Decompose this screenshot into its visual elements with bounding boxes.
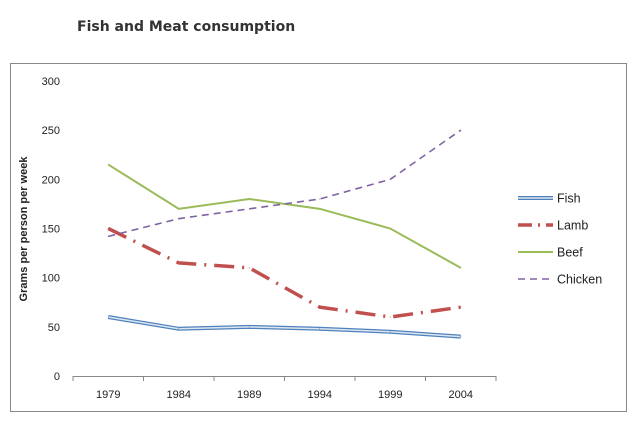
y-tick-label: 0 <box>54 371 60 383</box>
data-point-beef <box>107 164 109 166</box>
data-point-fish <box>248 326 250 328</box>
y-tick-label: 150 <box>42 224 60 236</box>
data-point-lamb <box>107 228 109 229</box>
data-point-fish <box>389 331 391 333</box>
data-point-chicken <box>389 178 391 180</box>
data-point-beef <box>248 198 250 200</box>
data-point-lamb <box>460 306 462 308</box>
series-line-chicken <box>108 129 462 238</box>
series-line-lamb <box>107 226 461 319</box>
legend-label-lamb: Lamb <box>557 219 588 233</box>
legend-label-beef: Beef <box>557 246 583 260</box>
data-point-fish <box>460 336 462 338</box>
y-tick-label: 200 <box>42 174 60 186</box>
x-tick-label: 1994 <box>308 389 332 401</box>
data-point-lamb <box>389 316 391 318</box>
data-point-chicken <box>460 129 462 131</box>
data-point-beef <box>319 208 321 210</box>
y-tick-label: 50 <box>48 322 60 334</box>
data-point-chicken <box>178 218 180 220</box>
data-point-beef <box>178 208 180 210</box>
data-point-fish <box>319 328 321 330</box>
data-point-fish <box>107 316 109 318</box>
data-point-chicken <box>319 198 321 200</box>
chart-frame <box>10 63 627 412</box>
data-point-beef <box>460 267 462 269</box>
legend-label-chicken: Chicken <box>557 273 602 287</box>
x-tick-label: 1979 <box>96 389 120 401</box>
x-tick-label: 1989 <box>237 389 261 401</box>
series-line-beef <box>107 163 462 269</box>
data-point-beef <box>389 228 391 229</box>
y-axis-label: Grams per person per week <box>18 156 30 302</box>
y-tick-label: 300 <box>42 76 60 88</box>
y-tick-label: 250 <box>42 125 60 137</box>
x-tick-label: 1984 <box>167 389 191 401</box>
data-point-chicken <box>107 235 109 237</box>
data-point-chicken <box>248 208 250 210</box>
x-tick-label: 2004 <box>449 389 473 401</box>
data-point-lamb <box>248 267 250 269</box>
data-point-fish <box>178 328 180 330</box>
y-tick-label: 100 <box>42 273 60 285</box>
legend-label-fish: Fish <box>557 192 581 206</box>
data-point-lamb <box>319 306 321 308</box>
chart-title: Fish and Meat consumption <box>77 19 295 35</box>
series-line-inner <box>108 316 461 338</box>
x-tick-label: 1999 <box>378 389 402 401</box>
data-point-lamb <box>178 262 180 264</box>
